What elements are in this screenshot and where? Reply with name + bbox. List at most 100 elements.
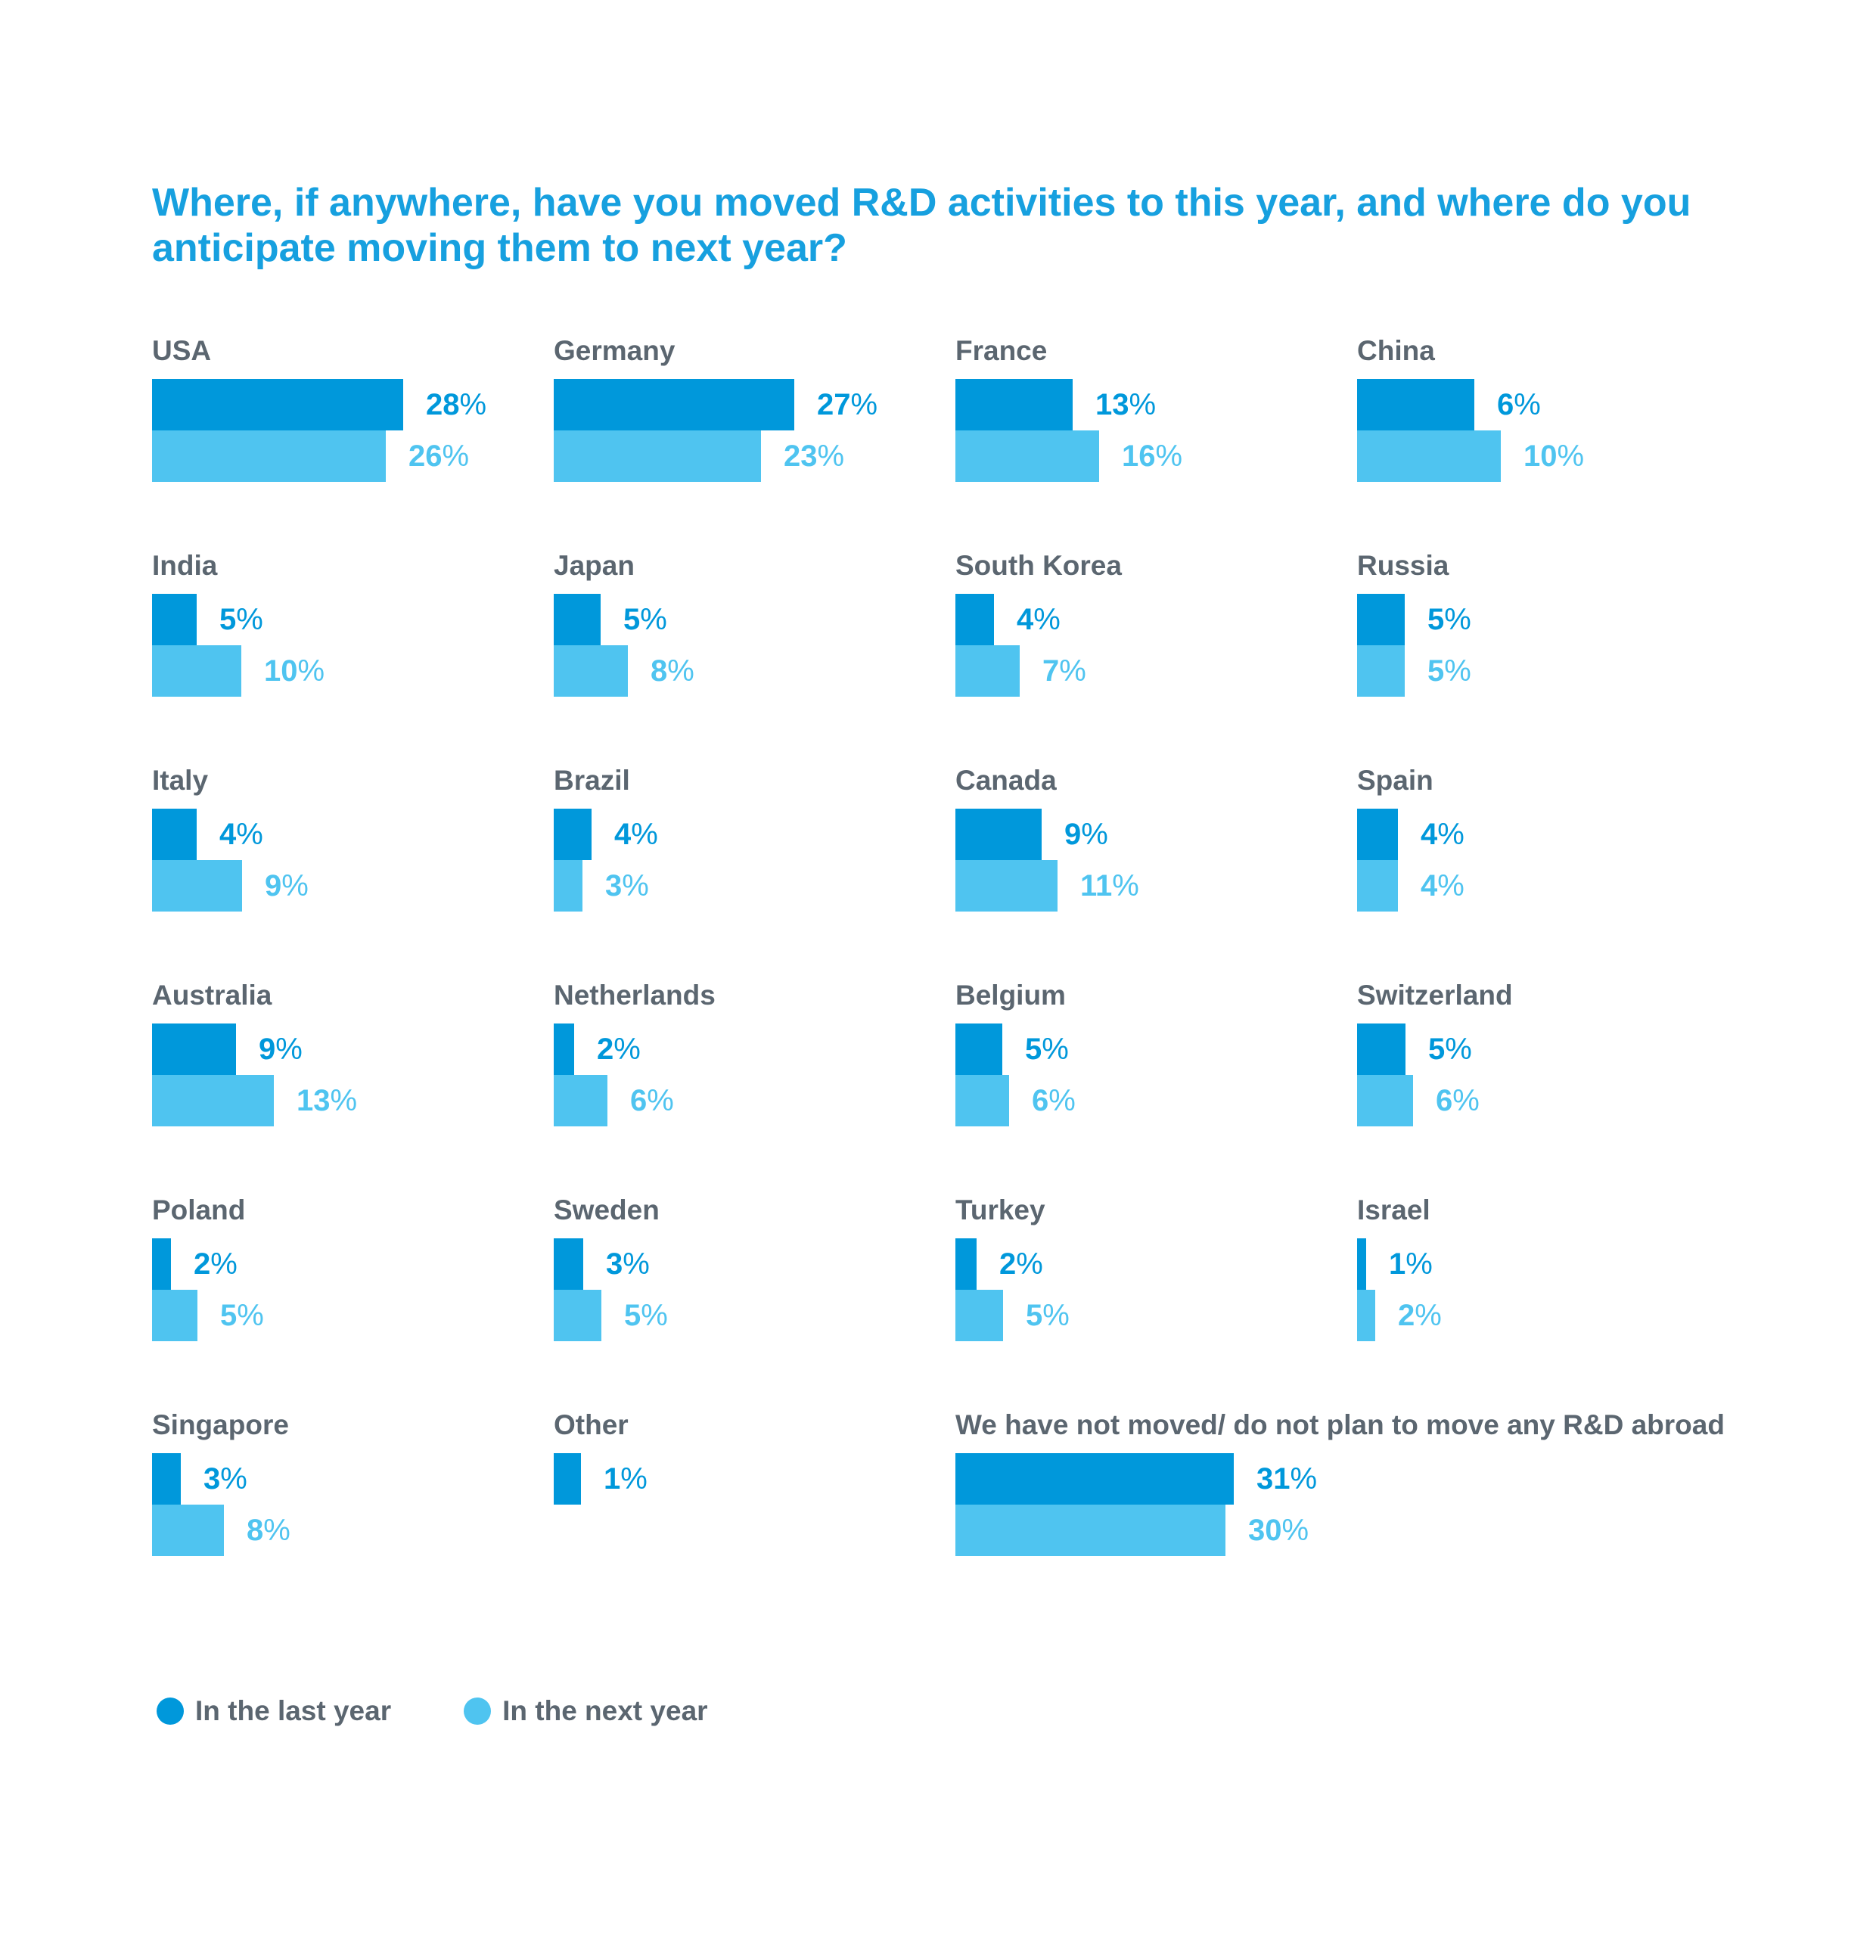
country-label: Spain <box>1357 765 1433 796</box>
value-number: 5 <box>220 1298 238 1332</box>
bar-next-year <box>554 1290 601 1341</box>
bar-stack: 2% 6% <box>554 1023 955 1126</box>
value-label-next-year: 4% <box>1421 869 1464 903</box>
value-number: 23 <box>784 439 818 473</box>
bar-last-year <box>554 1023 574 1075</box>
bar-stack: 3% 8% <box>152 1453 554 1556</box>
country-label: Switzerland <box>1357 980 1513 1011</box>
value-label-last-year: 5% <box>1427 603 1471 637</box>
country-label: Japan <box>554 550 635 581</box>
percent-sign: % <box>622 868 649 902</box>
bar-next-year <box>554 645 628 697</box>
country-label: Canada <box>955 765 1057 796</box>
bar-row-last: 2% <box>955 1238 1357 1290</box>
percent-sign: % <box>1452 1083 1480 1117</box>
value-number: 1 <box>604 1461 621 1496</box>
value-label-next-year: 16% <box>1122 440 1182 474</box>
value-label-next-year: 6% <box>1032 1084 1076 1118</box>
legend-dot-icon <box>157 1698 184 1725</box>
percent-sign: % <box>1405 1247 1433 1281</box>
bar-row-last: 3% <box>152 1453 554 1505</box>
bar-next-year <box>1357 430 1501 482</box>
bar-row-next: 13% <box>152 1075 554 1126</box>
country-chart-japan: Japan 5% 8% <box>554 549 955 764</box>
value-number: 5 <box>623 602 641 636</box>
legend: In the last year In the next year <box>157 1694 708 1728</box>
country-chart-south-korea: South Korea 4% 7% <box>955 549 1357 764</box>
bar-last-year <box>955 1453 1234 1505</box>
bar-last-year <box>152 379 403 430</box>
bar-row-last: 1% <box>554 1453 955 1505</box>
value-number: 9 <box>1064 817 1082 851</box>
percent-sign: % <box>850 387 878 421</box>
legend-item-next-year: In the next year <box>464 1694 708 1728</box>
country-label: Brazil <box>554 765 630 796</box>
country-chart-other: Other 1% <box>554 1409 955 1623</box>
percent-sign: % <box>613 1032 641 1066</box>
country-label: Belgium <box>955 980 1066 1011</box>
value-number: 7 <box>1042 654 1060 688</box>
value-label-next-year: 6% <box>630 1084 674 1118</box>
bar-last-year <box>1357 1023 1405 1075</box>
bar-row-last: 1% <box>1357 1238 1759 1290</box>
country-chart-france: France 13% 16% <box>955 334 1357 549</box>
value-number: 11 <box>1080 868 1113 902</box>
country-chart-spain: Spain 4% 4% <box>1357 764 1759 979</box>
percent-sign: % <box>297 654 325 688</box>
country-chart-singapore: Singapore 3% 8% <box>152 1409 554 1623</box>
value-number: 30 <box>1248 1513 1282 1547</box>
percent-sign: % <box>640 602 667 636</box>
country-label: Netherlands <box>554 980 716 1011</box>
country-label: Other <box>554 1409 629 1440</box>
percent-sign: % <box>1129 387 1157 421</box>
percent-sign: % <box>1290 1461 1318 1496</box>
bar-stack: 4% 4% <box>1357 809 1759 912</box>
bar-row-next: 11% <box>955 860 1357 912</box>
percent-sign: % <box>1155 439 1183 473</box>
percent-sign: % <box>641 1298 668 1332</box>
bar-last-year <box>554 1453 581 1505</box>
percent-sign: % <box>1042 1032 1069 1066</box>
value-number: 13 <box>1095 387 1129 421</box>
bar-row-next: 30% <box>955 1505 1759 1556</box>
value-label-next-year: 30% <box>1248 1514 1309 1548</box>
percent-sign: % <box>237 1298 264 1332</box>
country-label: Sweden <box>554 1194 660 1225</box>
bar-next-year <box>955 645 1020 697</box>
legend-dot-icon <box>464 1698 492 1725</box>
bar-next-year <box>1357 1075 1413 1126</box>
bar-next-year <box>1357 645 1405 697</box>
bar-stack: 1% 2% <box>1357 1238 1759 1341</box>
bar-row-last: 5% <box>554 594 955 645</box>
country-chart-italy: Italy 4% 9% <box>152 764 554 979</box>
bar-row-next: 8% <box>554 645 955 697</box>
value-number: 9 <box>265 868 282 902</box>
legend-label: In the last year <box>195 1695 392 1726</box>
country-label: Italy <box>152 765 209 796</box>
bar-last-year <box>1357 809 1398 860</box>
bar-stack: 31% 30% <box>955 1453 1759 1556</box>
bar-next-year <box>152 860 242 912</box>
bar-row-last: 6% <box>1357 379 1759 430</box>
bar-row-last: 9% <box>152 1023 554 1075</box>
value-label-last-year: 1% <box>1389 1247 1433 1281</box>
bar-row-next: 26% <box>152 430 554 482</box>
bar-stack: 9% 11% <box>955 809 1357 912</box>
percent-sign: % <box>1445 1032 1472 1066</box>
bar-row-next: 6% <box>1357 1075 1759 1126</box>
bar-row-last: 5% <box>1357 594 1759 645</box>
value-number: 26 <box>408 439 443 473</box>
value-number: 2 <box>1398 1298 1415 1332</box>
percent-sign: % <box>442 439 470 473</box>
bar-next-year <box>554 430 761 482</box>
value-label-next-year: 5% <box>624 1299 668 1333</box>
bar-row-last: 4% <box>955 594 1357 645</box>
value-label-next-year: 26% <box>408 440 469 474</box>
bar-last-year <box>152 1023 236 1075</box>
bar-row-last: 3% <box>554 1238 955 1290</box>
bar-last-year <box>152 809 197 860</box>
bar-last-year <box>955 1023 1002 1075</box>
bar-row-last: 31% <box>955 1453 1759 1505</box>
bar-stack: 6% 10% <box>1357 379 1759 482</box>
value-number: 10 <box>1523 439 1558 473</box>
